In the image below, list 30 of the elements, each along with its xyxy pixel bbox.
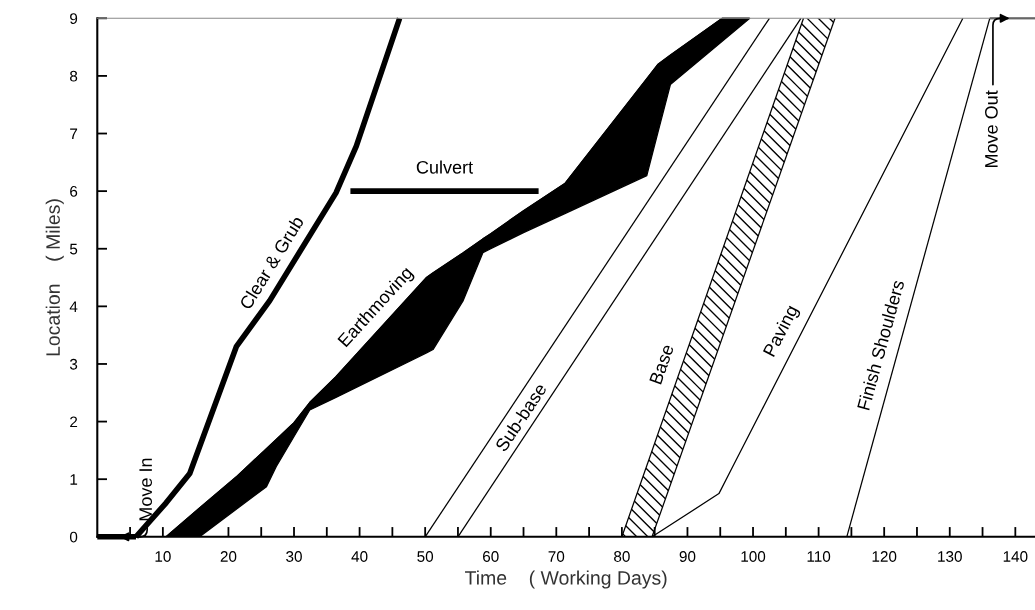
x-tick-label: 10: [155, 551, 171, 562]
x-tick-label: 100: [741, 551, 766, 562]
x-tick-label: 50: [417, 551, 434, 562]
y-tick-label: 5: [69, 243, 78, 255]
y-tick-label: 3: [69, 358, 78, 370]
x-tick-label: 20: [220, 551, 237, 562]
x-tick-label: 140: [1003, 551, 1028, 562]
x-axis-title: Time ( Working Days): [465, 570, 667, 589]
legend-label: Move In: [139, 458, 153, 521]
x-tick-label: 70: [548, 551, 565, 562]
x-tick-label: 90: [679, 551, 696, 562]
y-axis-title: Location ( Miles): [45, 199, 64, 356]
y-tick-label: 1: [70, 474, 78, 485]
y-tick-label: 2: [70, 416, 78, 428]
y-tick-label: 7: [70, 128, 78, 140]
x-tick-label: 130: [938, 551, 962, 562]
text: Base: [649, 343, 675, 385]
y-tick-label: 0: [69, 531, 78, 543]
x-tick-label: 120: [872, 551, 897, 562]
y-tick-label: 4: [69, 301, 78, 312]
y-tick-label: 9: [70, 13, 78, 24]
text: Move Out: [984, 90, 998, 168]
y-tick-label: 8: [70, 70, 78, 82]
x-tick-label: 80: [614, 551, 630, 562]
y-tick-label: 6: [70, 186, 78, 197]
series-label: Culvert: [416, 160, 473, 174]
x-tick-label: 60: [483, 551, 499, 562]
x-tick-label: 40: [351, 551, 368, 562]
x-tick-label: 30: [286, 551, 302, 562]
x-tick-label: 110: [807, 551, 831, 562]
